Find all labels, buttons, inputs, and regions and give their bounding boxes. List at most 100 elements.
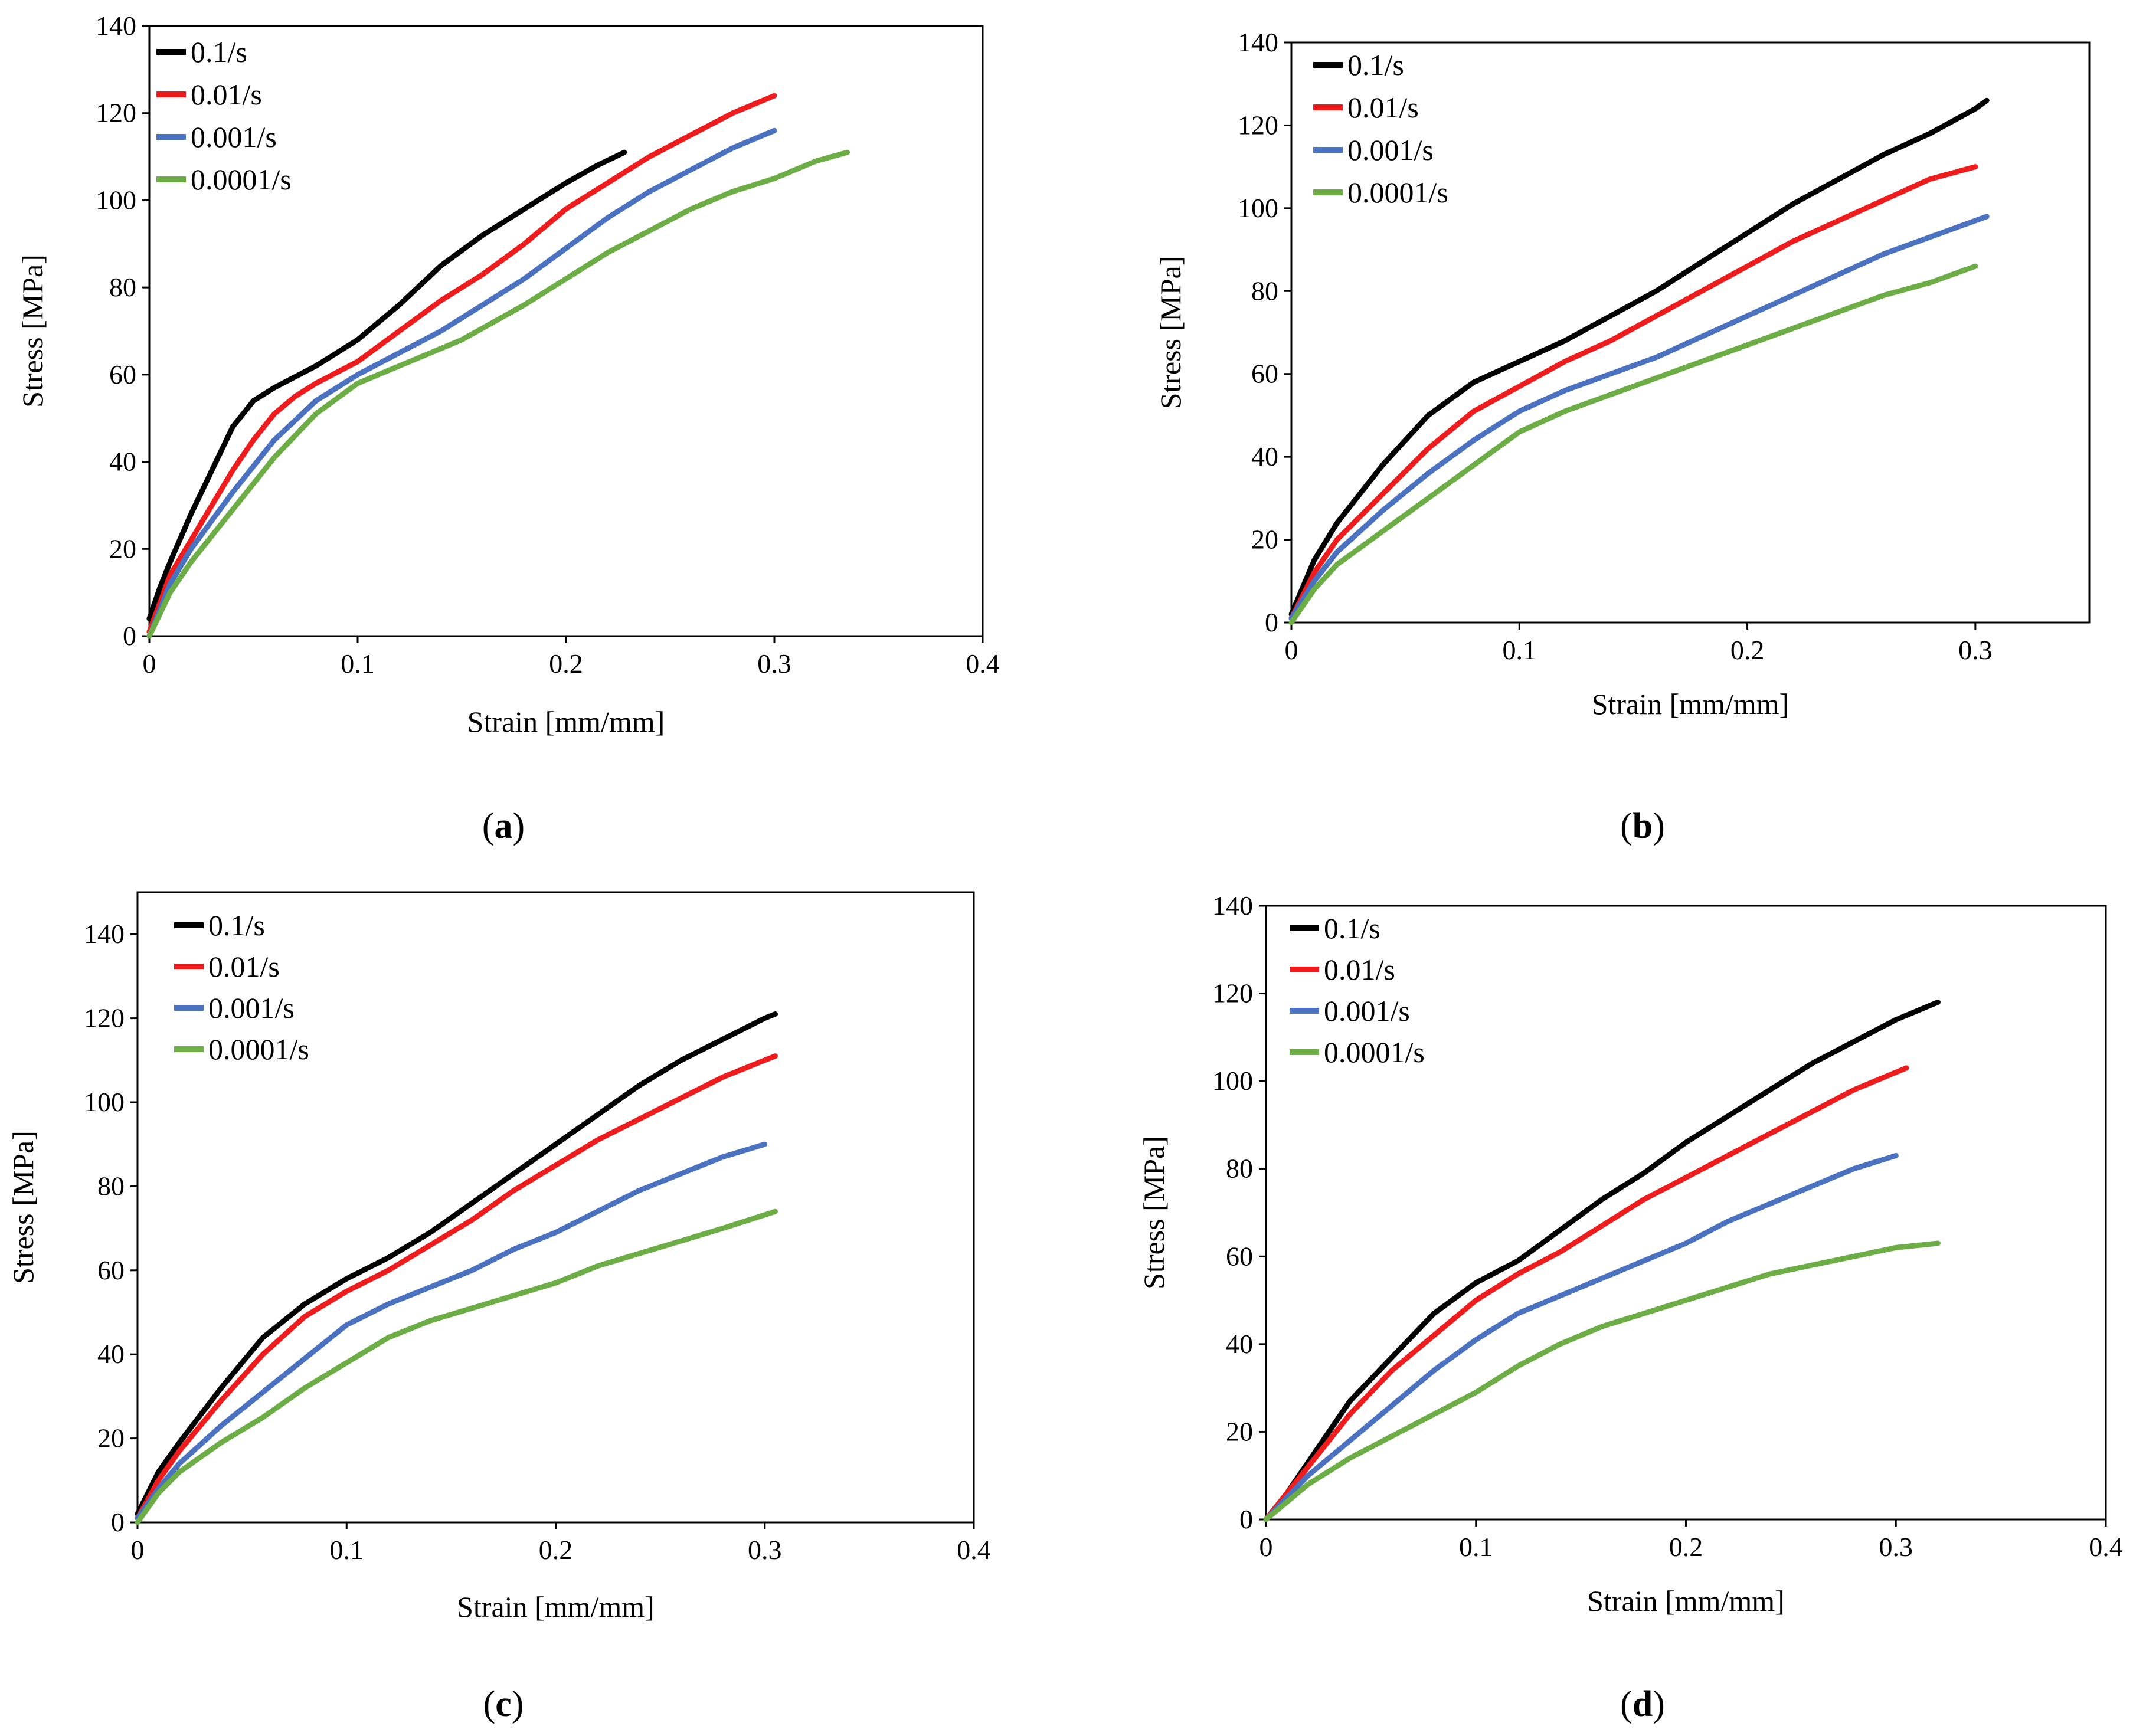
- plot-frame: [136, 891, 975, 1524]
- legend-label: 0.01/s: [191, 78, 262, 111]
- x-axis-title: Strain [mm/mm]: [1592, 687, 1790, 720]
- y-tick-label: 0: [1265, 607, 1278, 637]
- y-tick-label: 20: [109, 533, 136, 564]
- panel-caption-letter: d: [1633, 1684, 1653, 1724]
- panel-caption-letter: a: [495, 806, 513, 846]
- y-tick-label: 40: [1251, 441, 1278, 471]
- y-tick-label: 80: [1251, 276, 1278, 306]
- y-tick-label: 60: [1251, 359, 1278, 389]
- y-tick-label: 0: [111, 1507, 125, 1537]
- x-tick-label: 0.4: [957, 1535, 991, 1565]
- legend-label: 0.001/s: [191, 120, 277, 153]
- x-tick-label: 0.3: [1958, 635, 1993, 665]
- series-line-0001s: [135, 1141, 768, 1521]
- plot-frame: [1290, 41, 2091, 624]
- y-tick-label: 140: [1212, 890, 1253, 921]
- panel-caption-letter: c: [495, 1684, 512, 1724]
- series-line-0001s: [1288, 214, 1990, 621]
- x-tick-label: 0.1: [1459, 1532, 1493, 1562]
- series-line-01s: [1263, 999, 1941, 1522]
- y-tick-label: 120: [1238, 110, 1278, 140]
- series-line-001s: [146, 93, 777, 635]
- x-tick-label: 0.2: [1669, 1532, 1703, 1562]
- y-tick-label: 100: [96, 185, 136, 215]
- y-tick-label: 40: [1226, 1329, 1253, 1359]
- y-tick-label: 40: [97, 1339, 125, 1369]
- panel-caption-letter: b: [1633, 806, 1653, 846]
- panel-caption: (b): [1620, 806, 1665, 846]
- x-tick-label: 0.2: [549, 648, 583, 679]
- series-line-001s: [1263, 1065, 1909, 1522]
- legend-label: 0.1/s: [208, 909, 265, 942]
- x-tick-label: 0.4: [966, 648, 1000, 679]
- legend-label: 0.001/s: [208, 991, 295, 1024]
- x-tick-label: 0.1: [330, 1535, 364, 1565]
- panel-caption: (a): [482, 806, 525, 846]
- series-line-0001s: [1263, 1152, 1899, 1522]
- x-axis-title: Strain [mm/mm]: [457, 1590, 655, 1623]
- series-line-0001s: [146, 127, 777, 639]
- y-tick-label: 60: [1226, 1241, 1253, 1271]
- series-line-00001s: [135, 1208, 778, 1525]
- x-axis-title: Strain [mm/mm]: [467, 705, 665, 738]
- legend-label: 0.01/s: [1324, 953, 1395, 986]
- series-line-01s: [135, 1011, 778, 1517]
- y-tick-label: 140: [84, 919, 125, 949]
- x-tick-label: 0.2: [1730, 635, 1765, 665]
- x-tick-label: 0: [143, 648, 156, 679]
- x-tick-label: 0.1: [1503, 635, 1537, 665]
- chart-panel-d: 0 20 40 60 80 100 120 140 0 0.1 0.2 0.3 0.4 Strain [m…: [1137, 890, 2123, 1724]
- y-tick-label: 20: [1226, 1416, 1253, 1446]
- panel-caption: (c): [483, 1684, 524, 1724]
- series-line-00001s: [146, 149, 850, 639]
- legend-label: 0.01/s: [208, 950, 280, 983]
- x-axis-title: Strain [mm/mm]: [1587, 1584, 1785, 1617]
- plot-frame: [148, 25, 984, 637]
- y-tick-label: 0: [1239, 1504, 1253, 1534]
- legend-label: 0.001/s: [1324, 994, 1410, 1027]
- legend-label: 0.1/s: [191, 35, 247, 68]
- y-axis-title: Stress [MPa]: [16, 254, 49, 408]
- y-tick-label: 140: [1238, 27, 1278, 57]
- series-line-00001s: [1263, 1240, 1941, 1522]
- y-tick-label: 100: [1238, 193, 1278, 223]
- series-line-00001s: [1288, 263, 1978, 625]
- y-tick-label: 140: [96, 11, 136, 41]
- legend-label: 0.0001/s: [1324, 1036, 1425, 1069]
- series-line-001s: [135, 1053, 778, 1521]
- x-tick-label: 0.2: [539, 1535, 573, 1565]
- panel-caption: (d): [1620, 1684, 1665, 1724]
- y-axis-title: Stress [MPa]: [1154, 256, 1187, 410]
- x-tick-label: 0: [131, 1535, 145, 1565]
- legend-label: 0.0001/s: [191, 163, 292, 196]
- y-tick-label: 60: [97, 1255, 125, 1285]
- legend-label: 0.001/s: [1347, 133, 1434, 166]
- legend-label: 0.0001/s: [208, 1033, 309, 1066]
- x-tick-label: 0.4: [2089, 1532, 2123, 1562]
- x-tick-label: 0: [1285, 635, 1298, 665]
- chart-panel-b: 0 20 40 60 80 100 120 140 0 0.1 0.2 0.3 Strain [mm/m…: [1154, 27, 2091, 846]
- y-tick-label: 120: [96, 98, 136, 128]
- y-tick-label: 20: [1251, 525, 1278, 555]
- legend-label: 0.1/s: [1347, 48, 1404, 81]
- chart-panel-c: 0 20 40 60 80 100 120 140 0 0.1 0.2 0.3 0.4 Strain [m…: [6, 891, 991, 1724]
- y-axis-title: Stress [MPa]: [1137, 1136, 1170, 1289]
- legend-label: 0.1/s: [1324, 912, 1380, 945]
- y-tick-label: 80: [97, 1171, 125, 1201]
- x-tick-label: 0.3: [1879, 1532, 1913, 1562]
- chart-panel-a: 0 20 40 60 80 100 120 140 0 0.1 0.2 0.3 0.4 Strain [m…: [16, 11, 1000, 846]
- y-tick-label: 80: [109, 272, 136, 302]
- x-tick-label: 0.1: [341, 648, 375, 679]
- x-tick-label: 0.3: [748, 1535, 782, 1565]
- x-tick-label: 0: [1259, 1532, 1273, 1562]
- y-tick-label: 20: [97, 1423, 125, 1453]
- y-tick-label: 80: [1226, 1154, 1253, 1184]
- legend-label: 0.0001/s: [1347, 176, 1448, 209]
- legend-label: 0.01/s: [1347, 91, 1419, 124]
- y-tick-label: 100: [84, 1087, 125, 1117]
- x-tick-label: 0.3: [757, 648, 791, 679]
- series-line-001s: [1288, 164, 1978, 621]
- y-tick-label: 40: [109, 447, 136, 477]
- series-line-01s: [1288, 97, 1990, 617]
